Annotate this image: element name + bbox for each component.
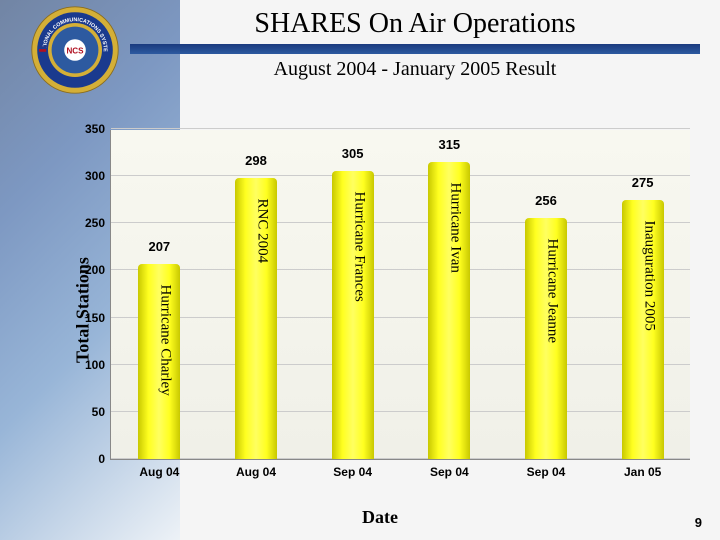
gridline xyxy=(111,175,690,176)
gridline xyxy=(111,128,690,129)
x-tick-label: Sep 04 xyxy=(333,465,372,479)
gridline xyxy=(111,364,690,365)
svg-text:NCS: NCS xyxy=(66,47,84,56)
page-subtitle: August 2004 - January 2005 Result xyxy=(130,58,700,81)
bar-value: 305 xyxy=(342,146,364,161)
x-tick-label: Sep 04 xyxy=(430,465,469,479)
y-tick-label: 350 xyxy=(85,122,105,136)
bar: 256Hurricane Jeanne xyxy=(525,218,567,459)
y-tick-label: 250 xyxy=(85,216,105,230)
gridline xyxy=(111,317,690,318)
bar-value: 207 xyxy=(148,239,170,254)
bar-event-label: Hurricane Ivan xyxy=(447,183,464,273)
gridline xyxy=(111,411,690,412)
bar-event-label: RNC 2004 xyxy=(254,199,271,264)
bar: 275Inauguration 2005 xyxy=(622,200,664,459)
x-axis-label: Date xyxy=(362,507,398,528)
bar: 305Hurricane Frances xyxy=(332,171,374,459)
bar-event-label: Hurricane Jeanne xyxy=(544,238,561,343)
page-number: 9 xyxy=(695,515,702,530)
bar-value: 275 xyxy=(632,175,654,190)
x-tick-label: Sep 04 xyxy=(527,465,566,479)
gridline xyxy=(111,269,690,270)
x-tick-label: Aug 04 xyxy=(139,465,179,479)
bar-event-label: Hurricane Frances xyxy=(350,192,367,302)
bar: 315Hurricane Ivan xyxy=(428,162,470,459)
bar: 207Hurricane Charley xyxy=(138,264,180,459)
bar-event-label: Inauguration 2005 xyxy=(640,220,657,330)
bar: 298RNC 2004 xyxy=(235,178,277,459)
y-tick-label: 0 xyxy=(98,452,105,466)
y-tick-label: 300 xyxy=(85,169,105,183)
bar-event-label: Hurricane Charley xyxy=(157,284,174,395)
bar-value: 256 xyxy=(535,193,557,208)
gridline xyxy=(111,458,690,459)
x-tick-label: Jan 05 xyxy=(624,465,661,479)
gridline xyxy=(111,222,690,223)
y-tick-label: 150 xyxy=(85,311,105,325)
chart-container: Total Stations 050100150200250300350207H… xyxy=(60,110,700,510)
y-tick-label: 50 xyxy=(92,405,105,419)
page-title: SHARES On Air Operations xyxy=(130,8,700,40)
ncs-logo: NCS NATIONAL COMMUNICATIONS SYSTEM xyxy=(30,5,120,95)
x-tick-label: Aug 04 xyxy=(236,465,276,479)
bar-value: 315 xyxy=(438,137,460,152)
bar-value: 298 xyxy=(245,153,267,168)
title-divider xyxy=(130,44,700,54)
y-tick-label: 200 xyxy=(85,263,105,277)
plot-area: 050100150200250300350207Hurricane Charle… xyxy=(110,130,690,460)
y-tick-label: 100 xyxy=(85,358,105,372)
